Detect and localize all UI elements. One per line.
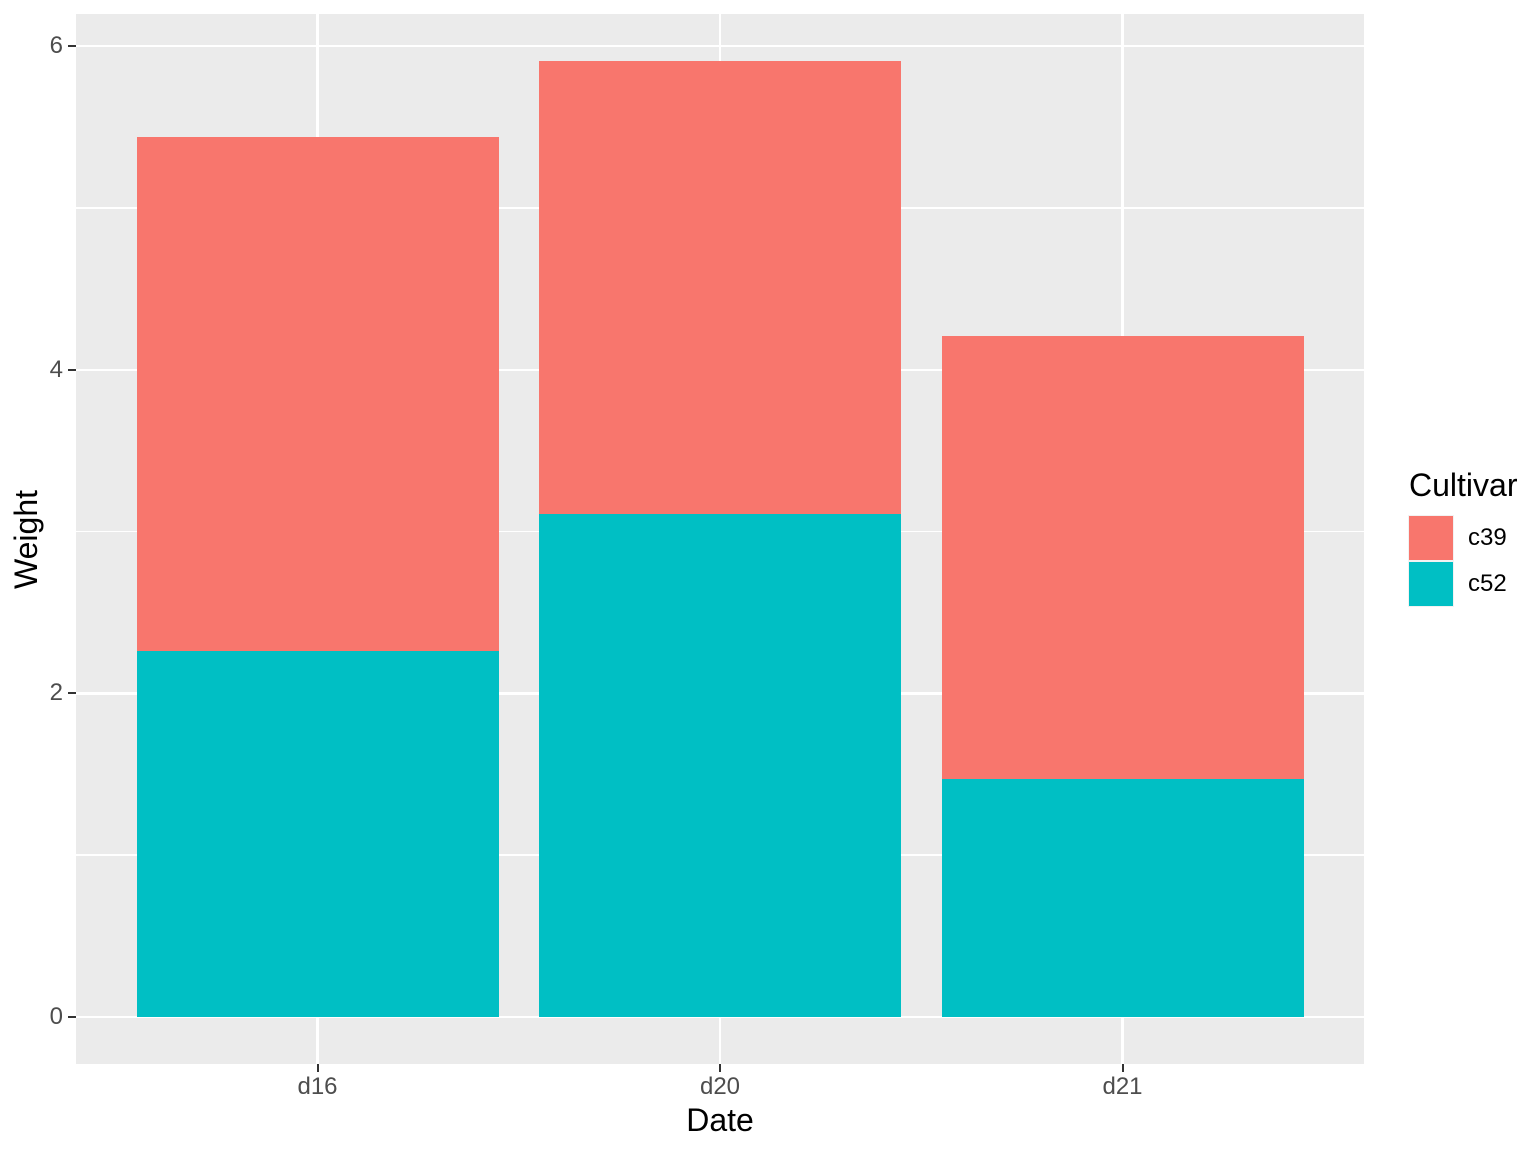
y-tick-label: 4 xyxy=(49,355,63,383)
x-tick-mark xyxy=(316,1064,319,1072)
bar-segment-d16-c52 xyxy=(136,651,499,1017)
y-tick-label: 6 xyxy=(49,32,63,60)
legend-item: c39 xyxy=(1409,516,1517,560)
legend-label: c39 xyxy=(1468,524,1507,551)
legend-label: c52 xyxy=(1468,570,1507,597)
legend-swatch-c39 xyxy=(1409,516,1453,560)
y-tick-label: 2 xyxy=(49,679,63,707)
plot-panel xyxy=(76,14,1364,1064)
bar-segment-d20-c52 xyxy=(539,513,901,1017)
y-tick-mark xyxy=(68,1016,76,1018)
bar-segment-d16-c39 xyxy=(136,136,499,652)
x-tick-mark xyxy=(719,1064,721,1072)
y-axis-title: Weight xyxy=(7,489,44,589)
y-tick-label: 0 xyxy=(49,1003,63,1030)
x-tick-label: d16 xyxy=(297,1073,338,1100)
bar-segment-d21-c52 xyxy=(941,779,1304,1017)
x-tick-label: d21 xyxy=(1102,1073,1143,1100)
bar-segment-d20-c39 xyxy=(539,60,901,514)
y-tick-mark xyxy=(68,368,76,371)
y-tick-mark xyxy=(68,692,76,695)
y-tick-mark xyxy=(68,45,76,48)
legend-swatch-c52 xyxy=(1409,562,1453,606)
legend: Cultivar c39 c52 xyxy=(1409,468,1517,608)
legend-item: c52 xyxy=(1409,562,1517,606)
y-axis-title-wrap: Weight xyxy=(0,14,52,1064)
x-tick-mark xyxy=(1121,1064,1124,1072)
legend-title: Cultivar xyxy=(1409,467,1518,503)
x-axis-title: Date xyxy=(686,1102,754,1138)
bar-segment-d21-c39 xyxy=(941,335,1304,780)
x-tick-label: d20 xyxy=(699,1073,741,1100)
